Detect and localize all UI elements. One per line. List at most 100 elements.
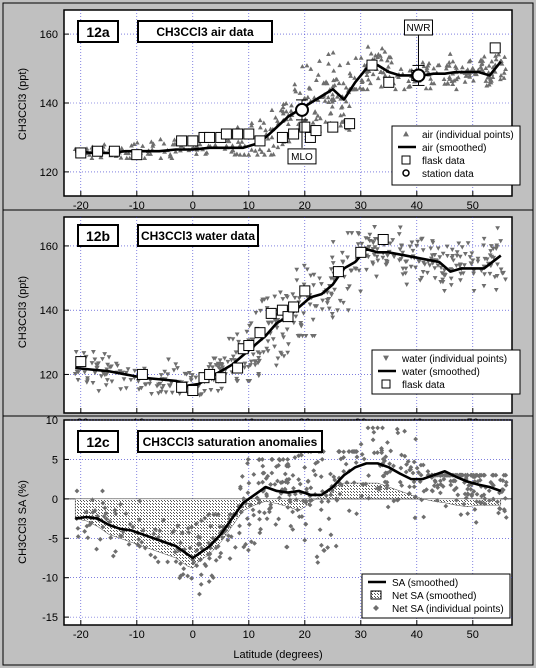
panel-12a-point <box>475 67 481 72</box>
panel-12c-point <box>261 470 267 476</box>
panel-12c-point <box>260 479 266 485</box>
panel-12b-point <box>419 275 425 281</box>
panel-12b-point <box>256 355 262 361</box>
panel-12a-point <box>329 99 335 104</box>
panel-12c-point <box>207 555 212 561</box>
panel-12b-point <box>465 241 471 246</box>
panel-12b-flask-square <box>204 368 216 380</box>
panel-12a-point <box>503 66 509 72</box>
panel-12c-point <box>206 512 212 518</box>
panel-12b-point <box>345 255 350 260</box>
panel-12a-point <box>478 57 484 62</box>
panel-12a-point <box>321 80 327 86</box>
panel-12c-point <box>404 462 409 467</box>
panel-12b-point <box>236 339 241 345</box>
panel-12b-point <box>294 278 300 283</box>
panel-12a-point <box>169 155 175 160</box>
panel-12a-point <box>459 64 465 70</box>
panel-12b-point <box>242 365 247 370</box>
panel-12b-point <box>366 244 372 250</box>
panel-12b-point <box>432 266 438 271</box>
panel-12a-point <box>443 66 449 71</box>
panel-12c-point <box>387 461 393 467</box>
panel-12a-point <box>339 119 345 124</box>
panel-12c-point <box>101 513 107 519</box>
panel-12c-point <box>157 528 163 534</box>
panel-12c-point <box>244 516 250 522</box>
panel-12c-xtick-label-3: 10 <box>243 629 255 641</box>
panel-12a-point <box>126 150 131 156</box>
panel-12b-point <box>249 337 255 342</box>
panel-12b-point <box>182 371 188 377</box>
panel-12b-point <box>210 365 216 370</box>
panel-12a-point <box>365 86 370 92</box>
panel-12b-point <box>278 350 284 356</box>
panel-12a-point <box>454 76 459 82</box>
panel-12a-point <box>426 60 432 66</box>
panel-12a-point <box>317 115 323 121</box>
panel-12b-point <box>457 262 463 267</box>
panel-12c-point <box>337 491 343 497</box>
panel-12b-point <box>320 298 326 303</box>
panel-12c-point <box>239 509 244 515</box>
panel-12c-point <box>502 495 508 501</box>
panel-12c-point <box>344 480 350 485</box>
panel-12c-point <box>408 464 414 470</box>
panel-12c-point <box>257 516 262 522</box>
panel-12b-point <box>398 257 404 262</box>
panel-12c-point <box>232 545 238 550</box>
panel-12c-point <box>405 459 411 464</box>
panel-12c-point <box>228 534 234 540</box>
panel-12b-point <box>319 307 325 312</box>
panel-12c-point <box>319 456 325 462</box>
panel-12b-point <box>444 244 450 249</box>
panel-12a-point <box>466 59 472 64</box>
panel-12a-point <box>257 146 263 152</box>
panel-12b-flask-square <box>276 304 288 316</box>
panel-12c-point <box>285 504 291 510</box>
panel-12a-point <box>368 51 374 56</box>
panel-12c-point <box>385 504 391 510</box>
panel-12c-xtick-label-0: -20 <box>73 629 89 641</box>
panel-12c-point <box>382 479 388 485</box>
panel-12c: -15 -10 -5 0 5 10 -20 -10 0 10 20 30 40 50 12c CH3CC… <box>2 415 534 666</box>
panel-12b-point <box>370 247 376 252</box>
panel-12c-point <box>346 449 352 454</box>
panel-12c-point <box>267 509 272 515</box>
panel-12c-point <box>208 523 214 529</box>
panel-12a-point <box>275 144 281 150</box>
panel-12b-point <box>335 308 340 313</box>
panel-12a-xtick-label-6: 40 <box>411 200 423 212</box>
panel-12c-point <box>187 545 193 551</box>
panel-12c-point <box>328 532 334 538</box>
panel-12b-point <box>484 257 490 262</box>
panel-12a-point <box>431 66 437 71</box>
panel-12c-point <box>276 516 282 522</box>
panel-12b-point <box>250 352 256 357</box>
panel-12a-point <box>140 143 146 148</box>
panel-12b-point <box>471 268 477 274</box>
panel-12c-legend: SA (smoothed) Net SA (smoothed) Net SA (in… <box>361 573 511 619</box>
panel-12c-point <box>394 426 400 432</box>
panel-12a-point <box>315 113 321 118</box>
panel-12b-point <box>442 288 447 294</box>
panel-12c-point <box>75 534 81 539</box>
panel-12b-point <box>207 362 213 367</box>
panel-12c-xtick-label-6: 40 <box>411 629 423 641</box>
panel-12b-point <box>242 361 248 366</box>
panel-12c-point <box>108 535 114 541</box>
panel-12a-point <box>470 66 476 71</box>
panel-12b-point <box>374 254 380 260</box>
panel-12b-point <box>155 382 161 387</box>
panel-12c-point <box>241 496 247 502</box>
panel-12b-point <box>370 239 376 244</box>
panel-12a-flask-square <box>254 135 266 147</box>
panel-12c-point <box>251 472 257 477</box>
panel-12b-flask-square <box>75 356 87 368</box>
panel-12c-point <box>434 497 440 503</box>
panel-12c-point <box>127 521 133 527</box>
panel-12a-point <box>330 96 336 101</box>
panel-12c-point <box>458 512 464 518</box>
panel-12b-flask-square <box>232 362 244 374</box>
panel-12a-point <box>283 109 289 114</box>
